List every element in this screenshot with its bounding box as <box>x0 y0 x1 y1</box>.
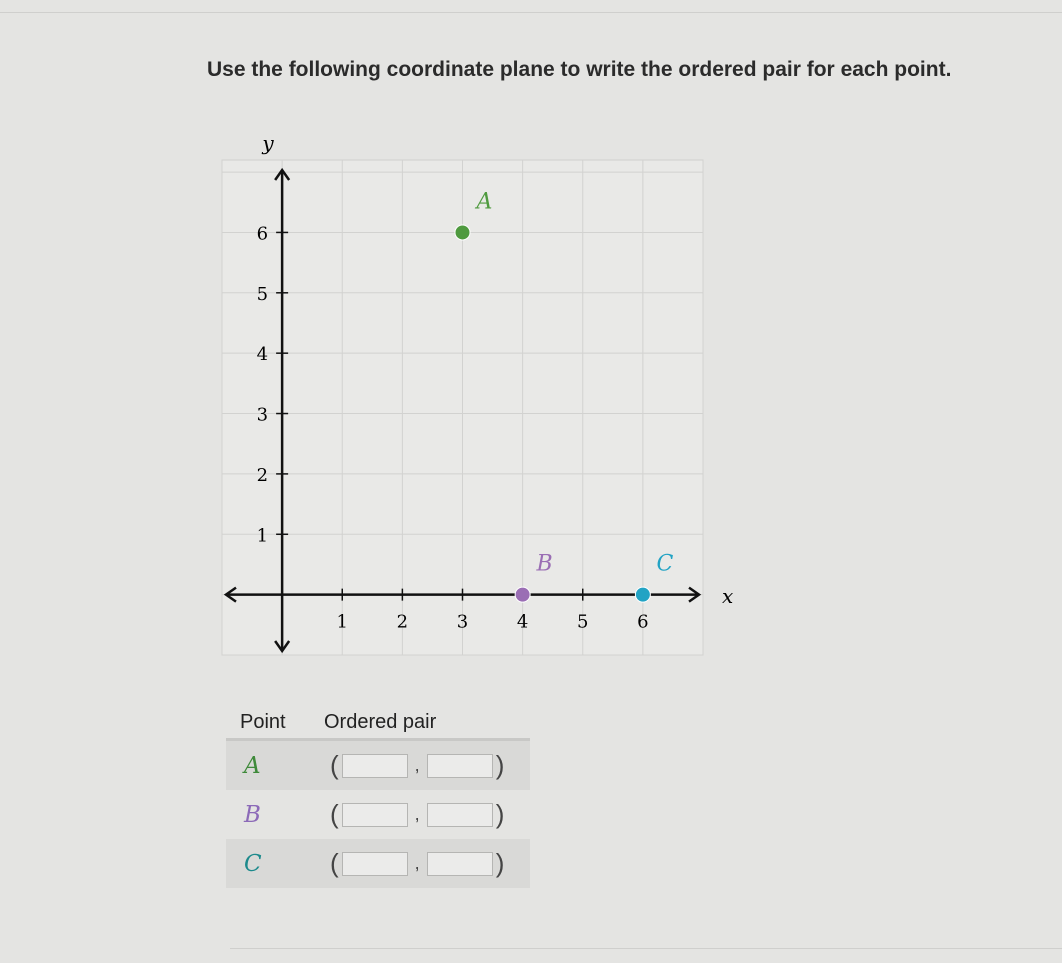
divider <box>0 12 1062 13</box>
table-row: A ( , ) <box>226 741 530 790</box>
x-tick-label: 2 <box>397 612 408 633</box>
y-tick-label: 4 <box>257 344 268 365</box>
x-tick-label: 5 <box>577 612 588 633</box>
right-arrow-icon <box>688 586 702 603</box>
table-header: Point Ordered pair <box>226 706 530 741</box>
header-point: Point <box>240 710 286 733</box>
point-label-a: A <box>475 189 493 214</box>
open-paren: ( <box>330 848 339 878</box>
point-c <box>634 586 651 603</box>
y-tick-label: 6 <box>257 223 268 244</box>
close-paren: ) <box>495 750 505 780</box>
point-c-y-input[interactable] <box>426 851 493 876</box>
y-tick-label: 2 <box>257 465 268 486</box>
comma: , <box>414 804 420 824</box>
x-tick-label: 4 <box>517 612 528 633</box>
point-label: A <box>244 752 261 779</box>
open-paren: ( <box>330 799 339 829</box>
comma: , <box>414 853 420 873</box>
close-paren: ) <box>495 848 505 878</box>
point-a-y-input[interactable] <box>426 753 493 778</box>
close-paren: ) <box>495 799 505 829</box>
point-c-x-input[interactable] <box>341 851 408 876</box>
y-tick-label: 5 <box>257 284 268 305</box>
point-a <box>454 224 471 241</box>
x-tick-label: 3 <box>457 612 468 633</box>
open-paren: ( <box>330 750 339 780</box>
table-row: C ( , ) <box>226 839 530 888</box>
y-axis-label: y <box>261 131 274 155</box>
down-arrow-icon <box>274 640 291 654</box>
point-label-b: B <box>536 552 553 577</box>
question-prompt: Use the following coordinate plane to wr… <box>207 58 952 81</box>
point-label: B <box>244 801 261 828</box>
left-arrow-icon <box>223 586 237 603</box>
point-b-y-input[interactable] <box>426 802 493 827</box>
point-a-x-input[interactable] <box>341 753 408 778</box>
y-tick-label: 1 <box>257 525 268 546</box>
point-b <box>514 586 531 603</box>
point-b-x-input[interactable] <box>341 802 408 827</box>
divider <box>230 948 1062 949</box>
point-label: C <box>244 850 262 877</box>
comma: , <box>414 755 420 775</box>
ordered-pair-table: Point Ordered pair A ( , ) B ( , ) C ( ,… <box>226 706 530 888</box>
point-label-c: C <box>656 552 673 577</box>
header-ordered-pair: Ordered pair <box>324 710 437 733</box>
up-arrow-icon <box>274 167 291 181</box>
y-tick-label: 3 <box>257 405 268 426</box>
x-tick-label: 6 <box>637 612 648 633</box>
x-axis-label: x <box>722 584 733 608</box>
x-tick-label: 1 <box>337 612 348 633</box>
table-row: B ( , ) <box>226 790 530 839</box>
